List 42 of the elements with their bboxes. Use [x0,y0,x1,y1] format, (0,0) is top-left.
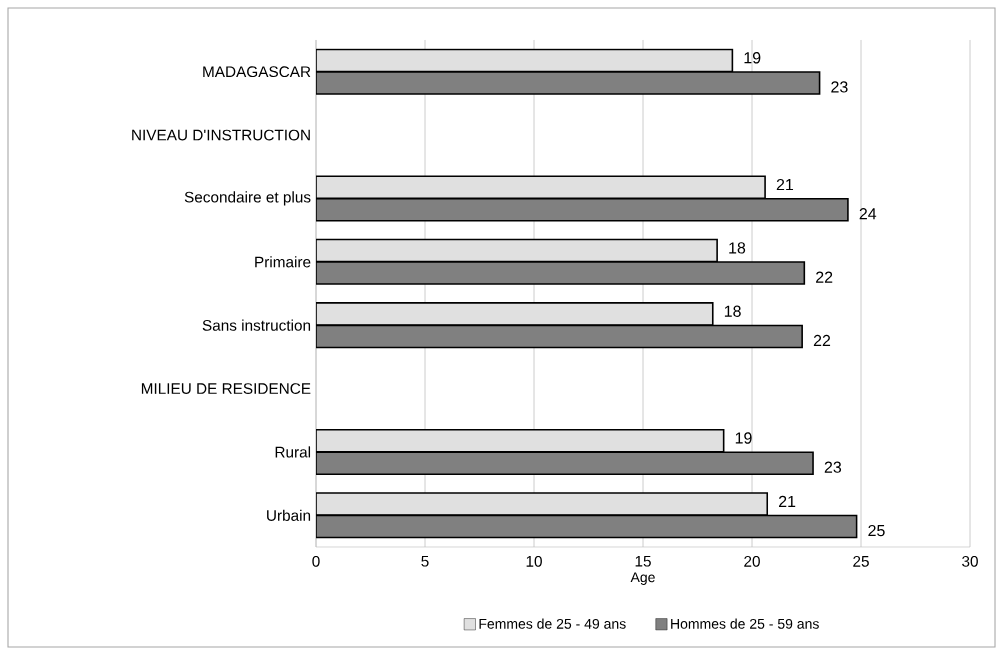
legend-label: Femmes de 25 - 49 ans [479,618,626,629]
x-tick-label: 30 [962,555,978,567]
data-label: 23 [824,461,842,473]
x-tick-label: 5 [421,555,429,567]
data-label: 18 [729,242,746,254]
data-label: 22 [813,334,831,347]
bar [316,451,814,475]
x-axis-title: Age [630,572,655,585]
x-tick-label: 20 [744,555,760,567]
x-tick-label: 25 [853,555,869,567]
bar [316,197,849,222]
data-label: 19 [735,432,752,444]
y-tick-label: MILIEU DE RESIDENCE [141,383,311,394]
bar [316,428,725,453]
data-label: 19 [744,52,761,64]
data-label: 22 [816,271,833,283]
y-tick-label: Primaire [255,256,311,268]
data-label: 21 [778,495,796,507]
bar [316,492,769,516]
bar [316,261,806,285]
y-tick-label: Secondaire et plus [184,191,311,206]
data-label: 24 [859,208,877,220]
bar [316,324,803,349]
bar [316,514,858,539]
bar [316,302,714,326]
y-tick-label: MADAGASCAR [203,66,311,78]
bar [316,238,718,263]
data-label: 23 [831,81,848,93]
data-label: 25 [868,524,885,537]
data-label: 21 [776,178,794,191]
y-tick-label: Urbain [267,509,311,521]
y-tick-label: Rural [275,446,311,458]
legend-label: Hommes de 25 - 59 ans [671,618,819,629]
bar [316,175,766,199]
x-tick-label: 15 [635,555,651,567]
bar [316,48,734,73]
bar [316,71,821,95]
data-label: 18 [724,305,741,317]
y-tick-label: Sans instruction [202,319,311,331]
x-tick-label: 0 [312,555,320,567]
y-tick-label: NIVEAU D'INSTRUCTION [132,129,310,141]
x-tick-label: 10 [526,555,542,567]
